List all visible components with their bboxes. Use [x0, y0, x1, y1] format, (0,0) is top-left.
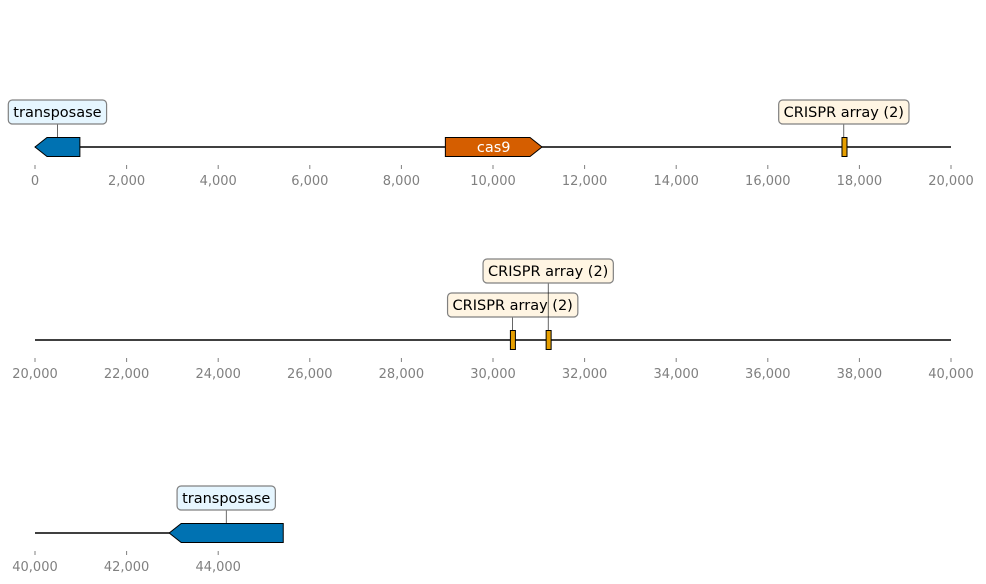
- feature-label-box: [446, 292, 579, 318]
- tick-label: 36,000: [745, 367, 791, 382]
- feature-label: CRISPR array (2): [784, 105, 904, 121]
- tick-label: 28,000: [379, 367, 425, 382]
- feature-inner-label: cas9: [477, 140, 511, 156]
- feature-label-box: [7, 99, 108, 125]
- feature-label: transposase: [182, 491, 270, 507]
- tick-label: 44,000: [195, 560, 241, 575]
- feature-label: CRISPR array (2): [453, 298, 573, 314]
- crispr-array-box: [509, 330, 516, 350]
- cas9-arrow: [444, 137, 543, 157]
- tick-label: 40,000: [928, 367, 974, 382]
- tick-label: 42,000: [104, 560, 150, 575]
- feature-label: CRISPR array (2): [488, 264, 608, 280]
- tick-label: 12,000: [562, 174, 608, 189]
- tick-label: 0: [31, 174, 39, 189]
- tick-label: 30,000: [470, 367, 516, 382]
- feature-label-box: [482, 258, 614, 284]
- tick-label: 2,000: [108, 174, 145, 189]
- tick-label: 18,000: [837, 174, 883, 189]
- tick-label: 14,000: [653, 174, 699, 189]
- tick-label: 32,000: [562, 367, 608, 382]
- tick-label: 6,000: [291, 174, 328, 189]
- feature-label: transposase: [13, 105, 101, 121]
- tick-label: 38,000: [837, 367, 883, 382]
- tick-label: 22,000: [104, 367, 150, 382]
- tick-label: 4,000: [200, 174, 237, 189]
- tick-label: 20,000: [12, 367, 58, 382]
- tick-label: 26,000: [287, 367, 333, 382]
- track-1: 0 2,000 4,000 6,000 8,000 10,000 12,000 14,000 1…: [7, 99, 974, 189]
- tick-label: 8,000: [383, 174, 420, 189]
- tick-label: 24,000: [195, 367, 241, 382]
- tick-label: 34,000: [653, 367, 699, 382]
- transposase-arrow: [34, 137, 81, 157]
- track-3: 40,000 42,000 44,000 transposase: [12, 485, 284, 575]
- tick-label: 20,000: [928, 174, 974, 189]
- transposase-arrow: [168, 523, 284, 543]
- crispr-array-box: [545, 330, 552, 350]
- crispr-array-box: [841, 137, 848, 157]
- tick-label: 40,000: [12, 560, 58, 575]
- tick-label: 16,000: [745, 174, 791, 189]
- feature-label-box: [176, 485, 276, 511]
- track-2: 20,000 22,000 24,000 26,000 28,000 30,000 32,0…: [12, 258, 974, 382]
- feature-label-box: [778, 99, 910, 125]
- tick-label: 10,000: [470, 174, 516, 189]
